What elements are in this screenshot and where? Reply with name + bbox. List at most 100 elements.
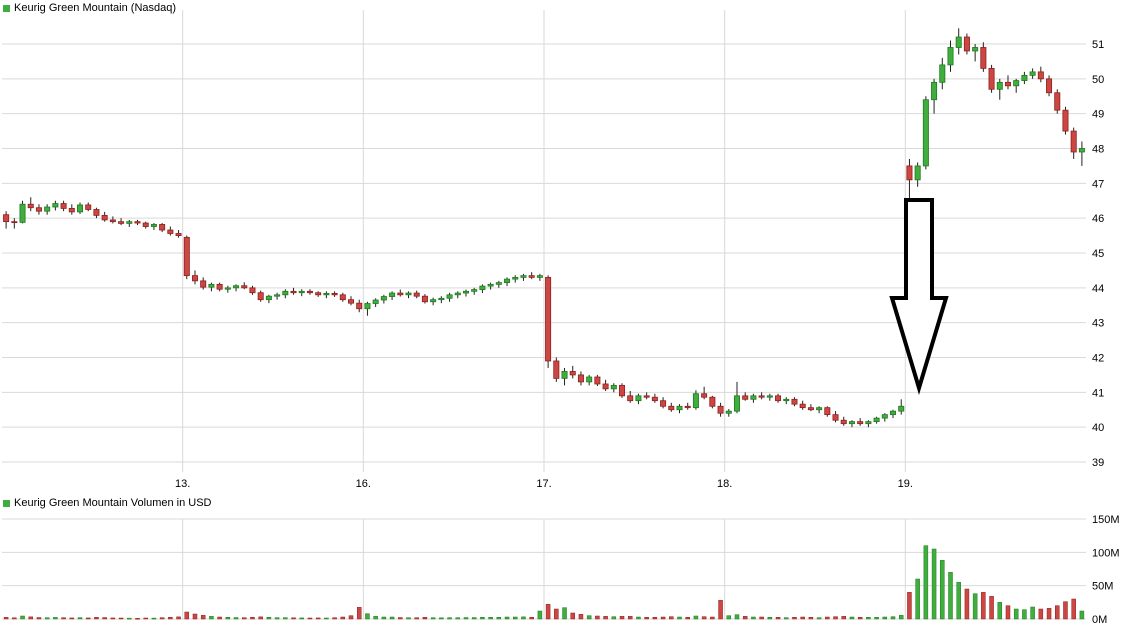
volume-bar — [997, 602, 1003, 620]
candle-body — [175, 233, 182, 236]
candle-body — [380, 296, 387, 301]
candle-body — [536, 275, 543, 278]
volume-bar — [20, 615, 25, 620]
candle-body — [561, 371, 568, 379]
candle-body — [44, 206, 51, 212]
candle-body — [709, 396, 716, 407]
candle-body — [733, 395, 740, 412]
volume-bar — [570, 612, 575, 620]
volume-bar — [701, 616, 707, 620]
volume-bar — [488, 617, 493, 620]
volume-bar — [1046, 608, 1052, 620]
volume-bar — [775, 617, 781, 620]
candle-body — [183, 236, 190, 277]
candle-body — [996, 81, 1003, 90]
volume-bar — [907, 592, 912, 620]
volume-bar — [299, 617, 304, 620]
candle-body — [167, 229, 174, 234]
volume-chart-legend: Keurig Green Mountain Volumen in USD — [3, 497, 212, 509]
volume-axis-label: 150M — [1092, 514, 1120, 526]
axis-labels: 39 40 41 42 43 44 45 46 47 48 49 50 51 0M 50M 100M 150M 1… — [175, 39, 1120, 626]
candle-body — [487, 283, 494, 287]
candle-body — [11, 221, 18, 224]
candle-body — [873, 417, 880, 422]
volume-bar — [348, 615, 354, 620]
volume-bar — [414, 617, 419, 620]
volume-bar — [422, 617, 428, 620]
candle-body — [799, 403, 806, 409]
volume-bar — [110, 617, 116, 620]
volume-bar — [554, 608, 559, 620]
candle-body — [988, 67, 995, 90]
volume-bar — [586, 615, 592, 620]
volume-bar — [159, 617, 165, 620]
candle-body — [35, 207, 42, 212]
price-axis-label: 50 — [1092, 74, 1104, 86]
gridlines — [2, 10, 1086, 620]
volume-bar — [291, 617, 296, 620]
annotation-layer — [889, 198, 949, 395]
volume-bar — [627, 616, 633, 620]
volume-bar — [1005, 605, 1011, 620]
volume-bar — [513, 616, 518, 620]
volume-bar — [258, 616, 263, 620]
candle-body — [241, 285, 248, 289]
volume-bar — [677, 616, 682, 620]
candle-body — [85, 204, 92, 210]
volume-bar — [898, 615, 904, 620]
volume-bar — [398, 617, 403, 620]
candle-body — [479, 285, 486, 290]
candle-body — [109, 219, 116, 223]
volume-bar — [619, 616, 625, 620]
volume-bar — [471, 617, 477, 620]
volume-bar — [463, 617, 469, 620]
candle-body — [504, 278, 511, 284]
volume-bar — [685, 617, 690, 620]
volume-bar — [644, 617, 649, 620]
volume-bar — [127, 617, 132, 620]
volume-bar — [143, 617, 148, 620]
volume-bar — [660, 616, 666, 620]
candle-body — [405, 292, 412, 296]
candle-body — [142, 222, 149, 227]
candle-body — [840, 419, 847, 425]
candle-body — [766, 395, 773, 398]
x-axis-label: 17. — [536, 478, 551, 490]
candle-body — [684, 405, 691, 409]
volume-bar — [816, 617, 822, 620]
candle-body — [208, 283, 215, 288]
candle-body — [783, 398, 790, 402]
candle-body — [134, 221, 141, 224]
volume-bar — [915, 578, 920, 620]
volume-bar — [389, 616, 395, 620]
volume-bar — [841, 616, 846, 620]
candle-body — [577, 374, 584, 383]
volume-bar — [931, 548, 937, 620]
candle-body — [972, 47, 979, 52]
volume-bar — [504, 616, 510, 620]
candle-body — [865, 421, 872, 425]
volume-bar — [890, 616, 896, 620]
candle-body — [939, 64, 946, 83]
volume-bar — [266, 617, 272, 620]
volume-bar — [283, 617, 288, 620]
candle-body — [922, 99, 929, 167]
candle-body — [955, 36, 962, 48]
candle-body — [643, 395, 650, 398]
volume-bar — [307, 617, 313, 620]
volume-bar — [151, 617, 157, 620]
volume-bar — [200, 615, 206, 620]
candle-body — [52, 203, 59, 208]
candle-body — [118, 221, 125, 224]
volume-bar — [242, 617, 247, 620]
volume-bar — [455, 617, 461, 620]
volume-bar — [972, 593, 978, 620]
volume-bar — [866, 617, 871, 620]
volume-bar — [808, 617, 814, 620]
candle-body — [216, 283, 223, 290]
volume-bar — [340, 616, 346, 620]
candle-body — [750, 395, 757, 400]
price-axis-label: 41 — [1092, 387, 1104, 399]
volume-bar — [792, 617, 797, 620]
candle-body — [692, 393, 699, 409]
